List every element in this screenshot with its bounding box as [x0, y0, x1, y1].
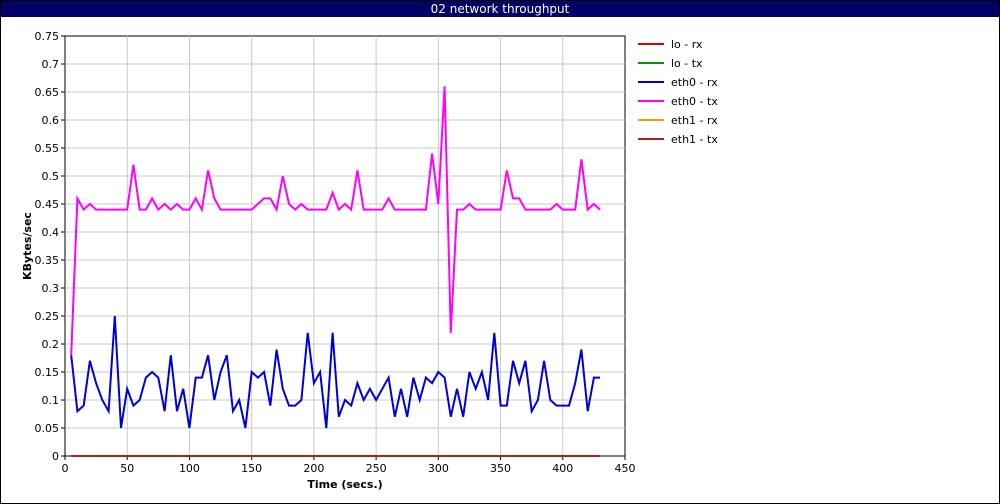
- y-tick-label: 0.1: [42, 394, 60, 407]
- y-tick-label: 0.75: [35, 30, 60, 43]
- x-axis-label: Time (secs.): [307, 478, 382, 491]
- y-axis-label: KBytes/sec: [21, 212, 34, 280]
- legend: lo - rx lo - tx eth0 - rx eth0 - tx eth1 - r…: [638, 38, 718, 146]
- y-tick-label: 0.45: [35, 198, 60, 211]
- plot-area: [64, 35, 626, 457]
- y-tick-label: 0.55: [35, 142, 60, 155]
- x-tick-label: 250: [366, 462, 387, 475]
- chart-title: 02 network throughput: [1, 1, 999, 17]
- x-tick-label: 350: [490, 462, 511, 475]
- series-line-eth0-rx: [70, 315, 601, 429]
- legend-label: eth0 - rx: [671, 76, 718, 89]
- series-line-eth0-tx: [70, 86, 601, 356]
- y-tick-label: 0.3: [42, 282, 60, 295]
- legend-label: eth0 - tx: [671, 95, 718, 108]
- y-tick-label: 0.7: [42, 58, 60, 71]
- x-tick-label: 400: [552, 462, 573, 475]
- x-tick-label: 200: [303, 462, 324, 475]
- y-tick-label: 0.4: [42, 226, 60, 239]
- x-tick-label: 450: [615, 462, 636, 475]
- y-tick-label: 0.05: [35, 422, 60, 435]
- grid: [65, 36, 625, 456]
- y-tick-label: 0: [52, 450, 59, 463]
- y-tick-label: 0.65: [35, 86, 60, 99]
- y-tick-label: 0.25: [35, 310, 60, 323]
- legend-label: eth1 - tx: [671, 133, 718, 146]
- series-lines: [70, 86, 601, 457]
- y-tick-label: 0.15: [35, 366, 60, 379]
- x-tick-label: 300: [428, 462, 449, 475]
- y-tick-label: 0.6: [42, 114, 60, 127]
- axis-ticks: 0 0.05 0.1 0.15 0.2 0.25 0.3 0.35 0.4 0.45 0.5 0.55…: [35, 30, 636, 475]
- legend-label: eth1 - rx: [671, 114, 718, 127]
- y-tick-label: 0.35: [35, 254, 60, 267]
- x-tick-label: 150: [241, 462, 262, 475]
- x-tick-label: 100: [179, 462, 200, 475]
- y-tick-label: 0.5: [42, 170, 60, 183]
- legend-label: lo - rx: [671, 38, 703, 51]
- x-tick-label: 50: [120, 462, 134, 475]
- y-tick-label: 0.2: [42, 338, 60, 351]
- x-tick-label: 0: [62, 462, 69, 475]
- legend-label: lo - tx: [671, 57, 703, 70]
